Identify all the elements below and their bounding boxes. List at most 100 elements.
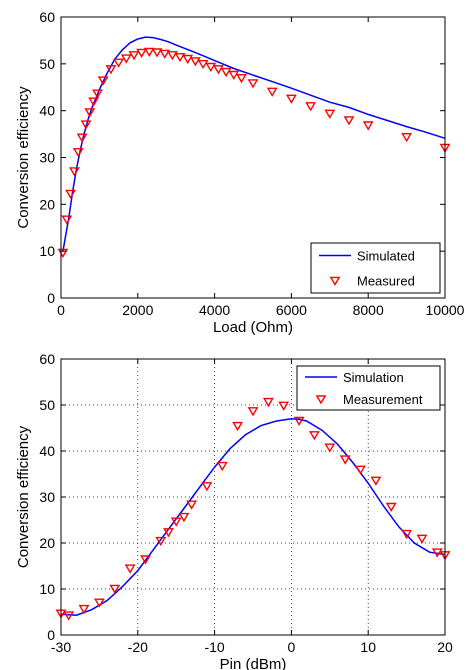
data-point-measured bbox=[285, 94, 297, 104]
data-point-measurement bbox=[262, 397, 274, 408]
y-tick-label: 10 bbox=[39, 243, 55, 259]
x-tick-label: -10 bbox=[204, 639, 224, 655]
data-point-measured bbox=[189, 57, 201, 67]
data-point-measurement bbox=[140, 555, 151, 565]
data-point-measurement bbox=[170, 517, 182, 527]
data-point-measurement bbox=[63, 611, 75, 621]
data-point-measurement bbox=[293, 416, 305, 426]
data-point-measurement bbox=[355, 465, 366, 475]
data-point-measured bbox=[128, 51, 140, 61]
x-tick-label: 0 bbox=[288, 639, 296, 655]
data-point-measured bbox=[343, 116, 355, 126]
y-tick-label: 50 bbox=[39, 397, 55, 413]
data-point-measurement bbox=[416, 534, 428, 544]
data-point-measured bbox=[174, 53, 186, 63]
data-point-measured bbox=[205, 62, 217, 72]
data-point-measured bbox=[84, 108, 96, 118]
data-point-measured bbox=[362, 121, 374, 131]
data-point-measurement bbox=[308, 431, 320, 441]
x-tick-label: -20 bbox=[128, 639, 148, 655]
legend: Simulation Measurement bbox=[296, 365, 441, 411]
data-point-measured bbox=[97, 76, 109, 86]
data-point-measured bbox=[324, 109, 336, 119]
legend-swatch-marker bbox=[315, 395, 327, 405]
data-point-measurement bbox=[216, 461, 228, 472]
data-point-measurement bbox=[163, 528, 174, 538]
y-tick-label: 20 bbox=[39, 196, 55, 212]
data-point-measurement bbox=[247, 407, 259, 417]
data-point-measured bbox=[92, 89, 103, 99]
data-point-measured bbox=[151, 48, 163, 58]
data-point-measured bbox=[197, 60, 209, 70]
y-axis-label: Conversion efficiency bbox=[15, 86, 32, 229]
legend-box bbox=[310, 242, 441, 294]
x-tick-label: 0 bbox=[57, 302, 65, 318]
data-point-measured bbox=[65, 189, 77, 199]
data-point-measured bbox=[305, 102, 317, 112]
x-tick-label: 20 bbox=[437, 639, 453, 655]
data-point-measured bbox=[236, 73, 247, 84]
data-point-measurement bbox=[401, 529, 413, 540]
y-tick-label: 50 bbox=[39, 56, 55, 72]
y-tick-label: 10 bbox=[39, 581, 55, 597]
y-tick-label: 0 bbox=[47, 627, 55, 643]
data-point-measurement bbox=[370, 476, 382, 486]
legend: Simulated Measured bbox=[310, 242, 441, 294]
y-tick-label: 0 bbox=[47, 290, 55, 306]
data-point-measurement bbox=[186, 500, 198, 510]
data-point-measurement bbox=[178, 512, 190, 523]
data-point-measurement bbox=[109, 584, 121, 594]
data-point-measured bbox=[212, 65, 224, 75]
y-tick-label: 20 bbox=[39, 535, 55, 551]
data-point-measurement bbox=[385, 502, 397, 512]
data-point-measurement bbox=[324, 443, 336, 453]
x-tick-label: 8000 bbox=[353, 302, 384, 318]
x-axis-label: Pin (dBm) bbox=[220, 656, 287, 670]
y-tick-label: 40 bbox=[39, 103, 55, 119]
data-point-measurement bbox=[93, 598, 105, 608]
x-tick-label: 10 bbox=[360, 639, 376, 655]
data-point-measured bbox=[143, 47, 155, 57]
data-point-measured bbox=[88, 97, 100, 107]
y-tick-label: 60 bbox=[39, 9, 55, 25]
data-point-measurement bbox=[155, 536, 167, 547]
data-point-measured bbox=[105, 65, 117, 75]
y-tick-label: 40 bbox=[39, 443, 55, 459]
data-point-measured bbox=[182, 54, 194, 65]
x-tick-label: 6000 bbox=[276, 302, 307, 318]
data-point-measurement bbox=[201, 482, 213, 492]
y-axis-label: Conversion efficiency bbox=[15, 425, 32, 568]
legend-label: Simulation bbox=[343, 370, 404, 385]
y-tick-label: 30 bbox=[39, 150, 55, 166]
y-tick-label: 30 bbox=[39, 489, 55, 505]
data-point-measured bbox=[266, 87, 278, 97]
data-point-measured bbox=[120, 54, 132, 64]
data-point-measurement bbox=[431, 548, 443, 558]
legend-swatch-marker bbox=[329, 276, 341, 286]
x-tick-label: 4000 bbox=[199, 302, 230, 318]
data-point-measured bbox=[220, 67, 232, 78]
data-point-measurement bbox=[78, 604, 90, 615]
legend-label: Simulated bbox=[357, 249, 415, 264]
chart-load-efficiency: 0 2000 4000 6000 8000 10000 0 10 20 30 40 50 60 Load … bbox=[15, 9, 465, 336]
y-tick-label: 60 bbox=[39, 351, 55, 367]
data-point-measured bbox=[61, 215, 73, 225]
data-point-measured bbox=[247, 79, 259, 89]
legend-label: Measured bbox=[357, 274, 415, 289]
data-point-measured bbox=[113, 58, 125, 68]
data-point-measured bbox=[159, 49, 171, 59]
data-point-measured bbox=[76, 133, 88, 143]
x-tick-label: 10000 bbox=[426, 302, 465, 318]
data-point-measured bbox=[401, 132, 413, 143]
data-point-measurement bbox=[124, 564, 136, 574]
data-point-measurement bbox=[278, 401, 290, 411]
data-point-measurement bbox=[339, 455, 351, 465]
data-point-measured bbox=[72, 147, 84, 158]
series-line-simulated bbox=[62, 36, 446, 252]
x-tick-label: 2000 bbox=[122, 302, 153, 318]
data-point-measured bbox=[68, 167, 80, 177]
x-axis-label: Load (Ohm) bbox=[213, 319, 293, 336]
data-point-measured bbox=[228, 70, 240, 80]
data-point-measured bbox=[80, 120, 92, 130]
